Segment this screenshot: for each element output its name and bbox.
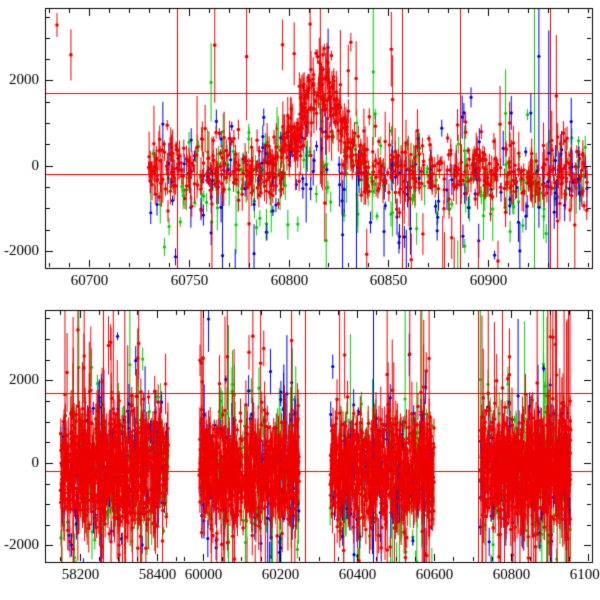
- top-panel-chart: [0, 0, 600, 300]
- bottom-panel-chart: [0, 300, 600, 600]
